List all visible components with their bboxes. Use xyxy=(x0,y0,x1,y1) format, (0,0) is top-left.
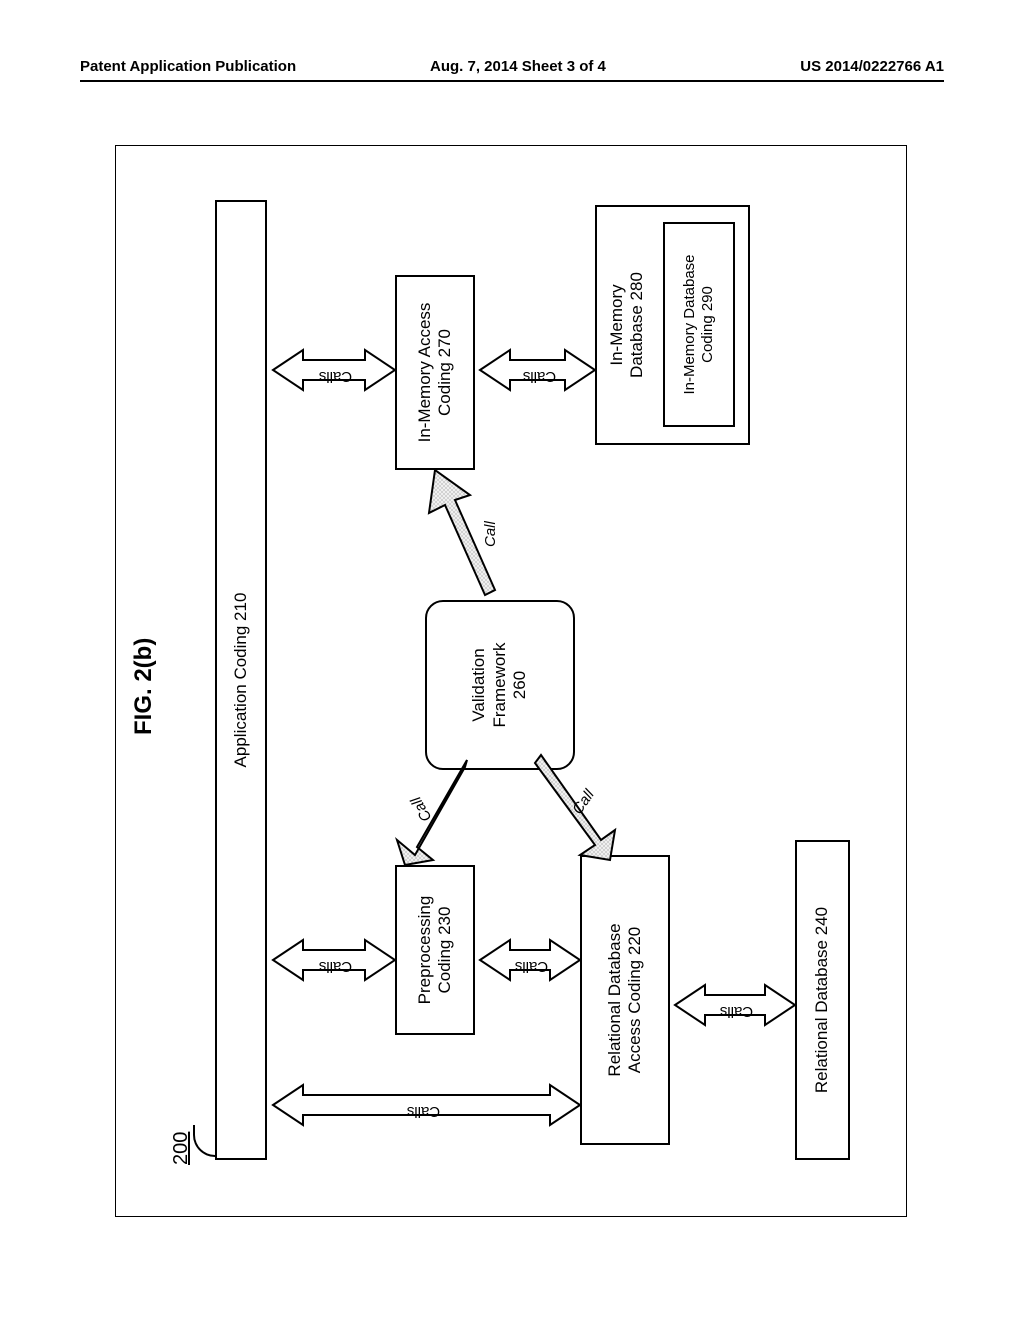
header-rule xyxy=(80,80,944,82)
label-calls-5: Calls xyxy=(319,368,352,385)
arrows-layer xyxy=(115,145,905,1215)
label-call-3: Call xyxy=(482,521,499,547)
diagram-canvas: FIG. 2(b) 200 Application Coding 210 Pre… xyxy=(115,145,905,1215)
diagram-rotated: FIG. 2(b) 200 Application Coding 210 Pre… xyxy=(0,285,1024,1075)
label-calls-1: Calls xyxy=(407,1103,440,1120)
label-calls-3: Calls xyxy=(515,958,548,975)
label-calls-2: Calls xyxy=(319,958,352,975)
label-calls-6: Calls xyxy=(523,368,556,385)
header-center: Aug. 7, 2014 Sheet 3 of 4 xyxy=(430,58,606,75)
label-calls-4: Calls xyxy=(720,1003,753,1020)
page: Patent Application Publication Aug. 7, 2… xyxy=(0,0,1024,1320)
header-right: US 2014/0222766 A1 xyxy=(800,58,944,75)
header-left: Patent Application Publication xyxy=(80,58,296,75)
